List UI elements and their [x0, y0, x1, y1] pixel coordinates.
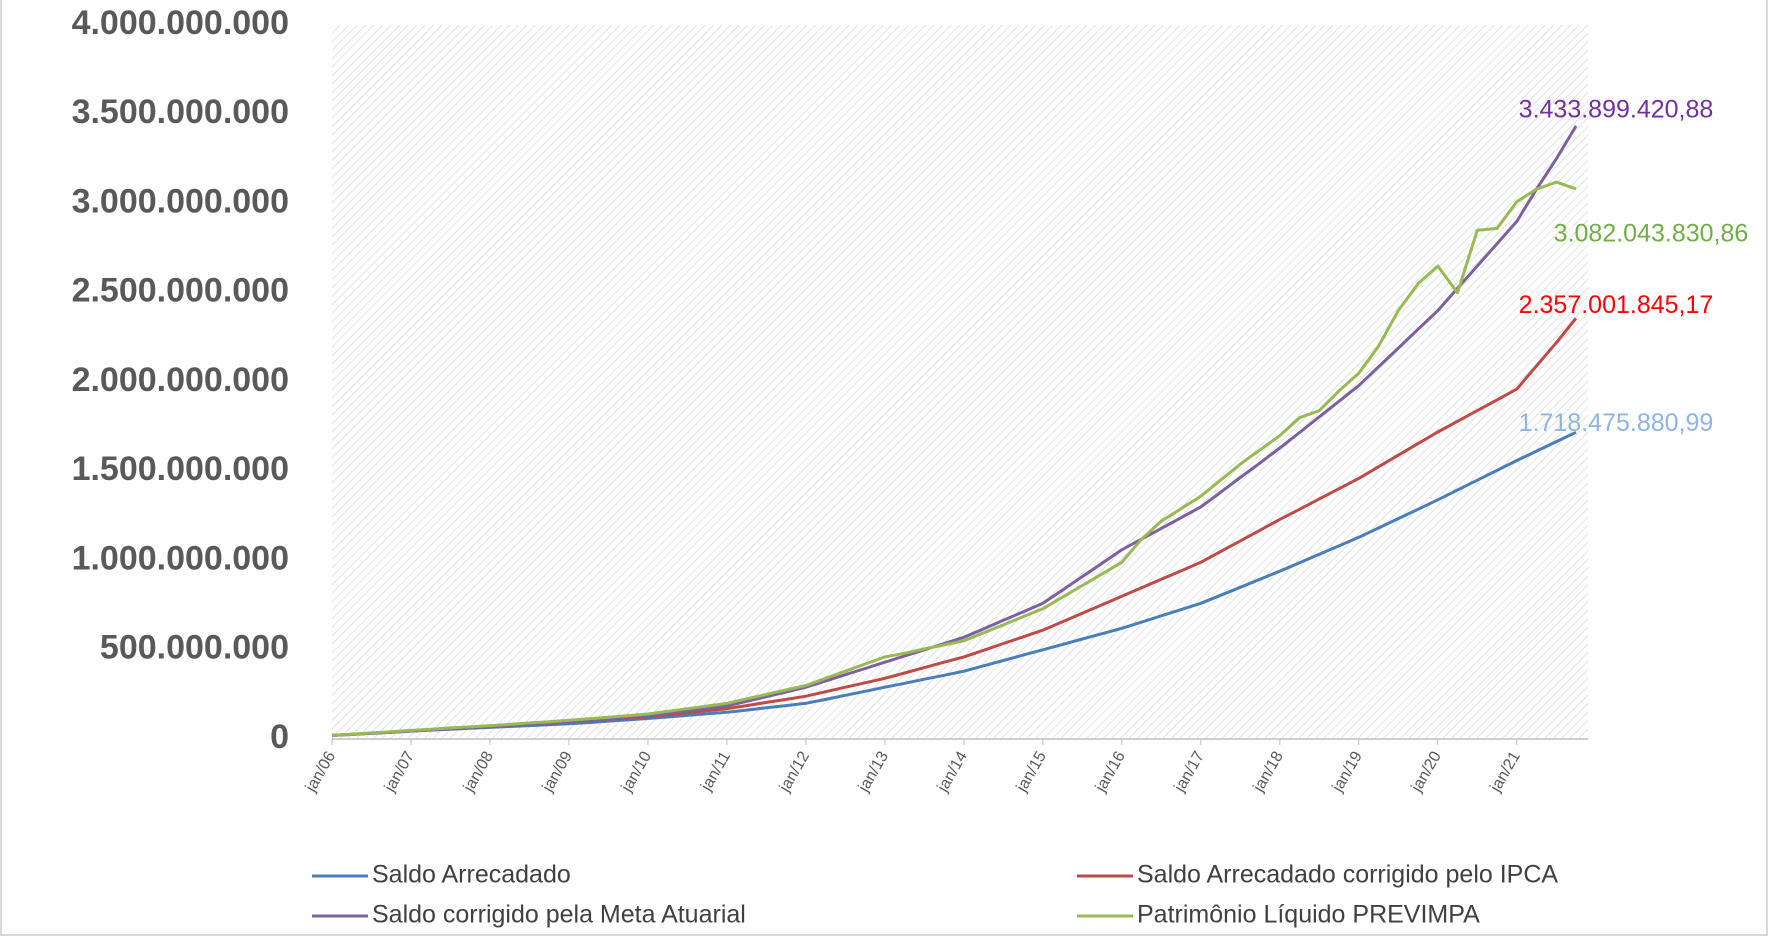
x-tick-label: jan/06	[302, 749, 339, 796]
legend-label: Patrimônio Líquido PREVIMPA	[1137, 901, 1480, 929]
y-tick-label: 3.000.000.000	[72, 182, 289, 220]
x-tick-label: jan/21	[1487, 749, 1524, 796]
x-tick-label: jan/11	[698, 749, 734, 795]
y-tick-label: 1.500.000.000	[72, 450, 289, 488]
x-tick-label: jan/13	[855, 749, 892, 796]
value-label: 1.718.475.880,99	[1519, 409, 1714, 437]
legend-label: Saldo Arrecadado corrigido pelo IPCA	[1137, 861, 1558, 889]
series-line	[331, 125, 1578, 737]
y-tick-label: 2.500.000.000	[72, 272, 289, 310]
x-tick-label: jan/16	[1092, 749, 1129, 796]
x-tick-label: jan/19	[1329, 749, 1366, 796]
x-tick-label: jan/20	[1408, 749, 1445, 796]
y-tick-label: 4.000.000.000	[72, 4, 289, 42]
value-label: 2.357.001.845,17	[1519, 291, 1714, 319]
y-tick-label: 2.000.000.000	[72, 361, 289, 399]
value-label: 3.082.043.830,86	[1554, 219, 1749, 247]
y-tick-label: 0	[270, 718, 289, 756]
x-tick-label: jan/08	[460, 749, 497, 796]
legend-label: Saldo corrigido pela Meta Atuarial	[372, 901, 746, 929]
x-tick-label: jan/15	[1013, 749, 1050, 796]
series-line	[331, 180, 1577, 737]
x-tick-label: jan/12	[776, 749, 813, 796]
x-tick-label: jan/17	[1171, 749, 1208, 796]
value-label: 3.433.899.420,88	[1519, 96, 1714, 124]
y-tick-label: 500.000.000	[100, 629, 289, 667]
y-tick-label: 1.000.000.000	[72, 539, 289, 577]
x-tick-label: jan/10	[618, 749, 655, 796]
plot-area	[332, 25, 1588, 739]
x-tick-label: jan/18	[1250, 749, 1287, 796]
x-tick-label: jan/14	[934, 749, 971, 796]
x-tick-label: jan/09	[539, 749, 576, 796]
x-tick-label: jan/07	[381, 749, 418, 796]
y-tick-label: 3.500.000.000	[72, 93, 289, 131]
legend-label: Saldo Arrecadado	[372, 861, 571, 889]
